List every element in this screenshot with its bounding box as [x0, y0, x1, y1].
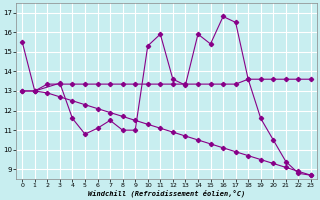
X-axis label: Windchill (Refroidissement éolien,°C): Windchill (Refroidissement éolien,°C) — [88, 190, 245, 197]
